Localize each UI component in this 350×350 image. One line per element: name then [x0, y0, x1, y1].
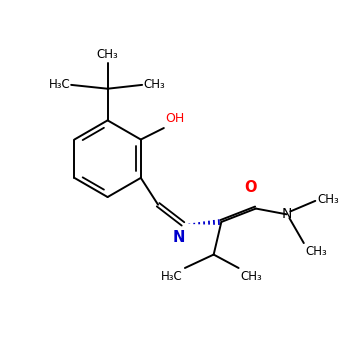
Text: O: O	[244, 180, 256, 195]
Text: CH₃: CH₃	[143, 78, 165, 91]
Text: H₃C: H₃C	[161, 270, 183, 283]
Text: CH₃: CH₃	[97, 48, 119, 61]
Text: CH₃: CH₃	[240, 270, 262, 283]
Text: CH₃: CH₃	[317, 194, 339, 206]
Text: H₃C: H₃C	[48, 78, 70, 91]
Text: CH₃: CH₃	[306, 245, 328, 258]
Text: N: N	[173, 230, 186, 245]
Text: OH: OH	[165, 112, 184, 125]
Text: N: N	[281, 207, 292, 221]
